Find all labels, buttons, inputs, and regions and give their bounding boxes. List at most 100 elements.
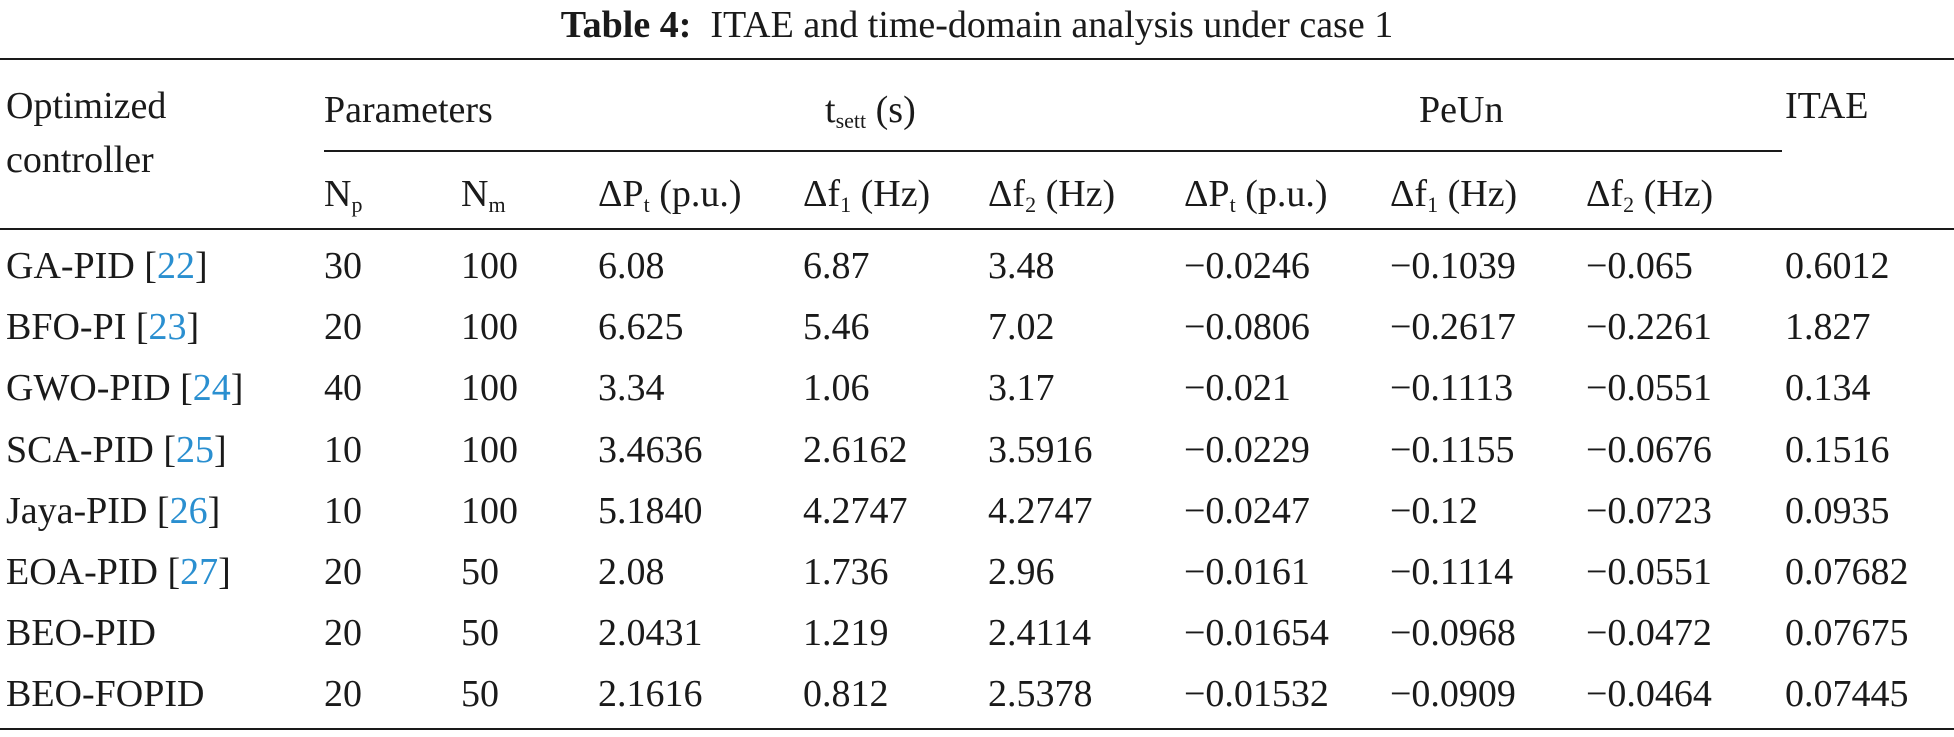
caption-text: ITAE and time-domain analysis under case… <box>710 4 1394 46</box>
header-tsett-df2-post: (Hz) <box>1045 173 1116 215</box>
header-nm-sub: m <box>488 192 506 217</box>
table-cell-p-df1: −0.1039 <box>1390 245 1516 287</box>
table-cell-nm: 100 <box>461 367 518 409</box>
table-cell-itae: 0.07682 <box>1785 551 1909 593</box>
header-tsett-df1: Δf1 (Hz) <box>803 172 930 216</box>
row-controller-name: BEO-FOPID <box>6 672 204 716</box>
row-controller-name: GA-PID [22] <box>6 245 208 287</box>
table-cell-t-dpt: 2.08 <box>598 551 665 593</box>
header-nm: Nm <box>461 172 506 216</box>
table-cell-nm: 100 <box>461 306 518 348</box>
table-cell-p-df1: −0.1113 <box>1390 367 1514 409</box>
row-controller-name: SCA-PID [25] <box>6 429 227 471</box>
header-tsett-unit: (s) <box>875 89 916 131</box>
header-controller-line2: controller <box>6 139 154 181</box>
header-bottom-rule <box>0 228 1954 230</box>
table-cell-nm: 100 <box>461 245 518 287</box>
table-cell-p-df2: −0.0551 <box>1586 367 1712 409</box>
table-cell-t-df1: 1.736 <box>803 551 889 593</box>
table-cell-itae: 0.6012 <box>1785 245 1890 287</box>
header-peun-df2-pre: Δf <box>1586 173 1624 215</box>
top-rule <box>0 58 1954 60</box>
controller-name: Jaya-PID <box>6 490 148 532</box>
citation-link[interactable]: 26 <box>169 490 208 532</box>
table-cell-p-dpt: −0.0229 <box>1184 429 1310 471</box>
row-controller-name: GWO-PID [24] <box>6 367 244 409</box>
header-tsett-dpt-post: (p.u.) <box>659 173 742 215</box>
table-cell-t-df2: 2.4114 <box>988 612 1092 654</box>
table-cell-t-df2: 3.17 <box>988 367 1055 409</box>
header-peun-dpt-sub: t <box>1229 192 1236 217</box>
table-cell-itae: 1.827 <box>1785 306 1871 348</box>
header-controller-line1: Optimized <box>6 85 167 127</box>
table-cell-t-df1: 1.219 <box>803 612 889 654</box>
table-cell-p-dpt: −0.0806 <box>1184 306 1310 348</box>
table-cell-itae: 0.07445 <box>1785 673 1909 715</box>
header-peun: PeUn <box>1419 89 1504 131</box>
table-cell-t-dpt: 2.1616 <box>598 673 703 715</box>
header-tsett-df1-sub: 1 <box>840 192 852 217</box>
header-tsett-dpt-pre: ΔP <box>598 173 644 215</box>
table-cell-t-df1: 5.46 <box>803 306 870 348</box>
table-cell-p-df2: −0.0551 <box>1586 551 1712 593</box>
table-cell-t-df1: 4.2747 <box>803 490 908 532</box>
table-cell-p-df1: −0.12 <box>1390 490 1478 532</box>
citation-link[interactable]: 27 <box>180 551 219 593</box>
table-cell-nm: 50 <box>461 551 499 593</box>
table-cell-t-dpt: 2.0431 <box>598 612 703 654</box>
table-cell-t-dpt: 6.08 <box>598 245 665 287</box>
citation-link[interactable]: 22 <box>156 245 195 287</box>
header-tsett-main: t <box>825 89 836 131</box>
header-peun-df2-post: (Hz) <box>1643 173 1714 215</box>
table-cell-t-df1: 0.812 <box>803 673 889 715</box>
header-tsett-dpt-sub: t <box>643 192 650 217</box>
row-controller-name: BEO-PID <box>6 611 156 655</box>
header-peun-df1-sub: 1 <box>1427 192 1439 217</box>
table-cell-itae: 0.134 <box>1785 367 1871 409</box>
header-tsett-df2: Δf2 (Hz) <box>988 172 1115 216</box>
bottom-rule <box>0 728 1954 730</box>
citation-link[interactable]: 25 <box>175 429 214 471</box>
table-cell-np: 30 <box>324 245 362 287</box>
table-cell-t-df1: 6.87 <box>803 245 870 287</box>
controller-name: BEO-FOPID <box>6 673 205 715</box>
table-cell-nm: 100 <box>461 429 518 471</box>
header-tsett-df1-post: (Hz) <box>860 173 931 215</box>
table-cell-t-df1: 1.06 <box>803 367 870 409</box>
header-tsett-sub: sett <box>835 108 867 133</box>
controller-name: GA-PID <box>6 245 135 287</box>
table-cell-p-df1: −0.2617 <box>1390 306 1516 348</box>
header-peun-df1-post: (Hz) <box>1447 173 1518 215</box>
table-cell-np: 10 <box>324 429 362 471</box>
table-cell-nm: 50 <box>461 673 499 715</box>
table-cell-np: 20 <box>324 612 362 654</box>
controller-name: EOA-PID <box>6 551 158 593</box>
table-caption: Table 4: ITAE and time-domain analysis u… <box>0 2 1954 48</box>
table-cell-p-dpt: −0.01654 <box>1184 612 1329 654</box>
table-cell-itae: 0.0935 <box>1785 490 1890 532</box>
table-cell-t-dpt: 5.1840 <box>598 490 703 532</box>
table-cell-t-dpt: 6.625 <box>598 306 684 348</box>
table-cell-p-df2: −0.0723 <box>1586 490 1712 532</box>
table-cell-itae: 0.07675 <box>1785 612 1909 654</box>
controller-name: SCA-PID <box>6 429 154 471</box>
citation-link[interactable]: 24 <box>192 367 231 409</box>
header-tsett-dpt: ΔPt (p.u.) <box>598 172 742 216</box>
table-cell-p-df2: −0.0676 <box>1586 429 1712 471</box>
table-cell-np: 40 <box>324 367 362 409</box>
table-cell-p-dpt: −0.01532 <box>1184 673 1329 715</box>
row-controller-name: Jaya-PID [26] <box>6 490 221 532</box>
table-cell-t-df2: 7.02 <box>988 306 1055 348</box>
table-cell-t-df2: 2.5378 <box>988 673 1093 715</box>
header-np: Np <box>324 172 362 216</box>
controller-name: GWO-PID <box>6 367 171 409</box>
table-cell-p-dpt: −0.0246 <box>1184 245 1310 287</box>
controller-name: BEO-PID <box>6 612 156 654</box>
citation-link[interactable]: 23 <box>148 306 187 348</box>
row-controller-name: EOA-PID [27] <box>6 551 231 593</box>
table-cell-p-df1: −0.1155 <box>1390 429 1515 471</box>
table-cell-np: 10 <box>324 490 362 532</box>
header-peun-dpt-pre: ΔP <box>1184 173 1230 215</box>
header-parameters: Parameters <box>324 89 493 131</box>
table-cell-p-df1: −0.0968 <box>1390 612 1516 654</box>
